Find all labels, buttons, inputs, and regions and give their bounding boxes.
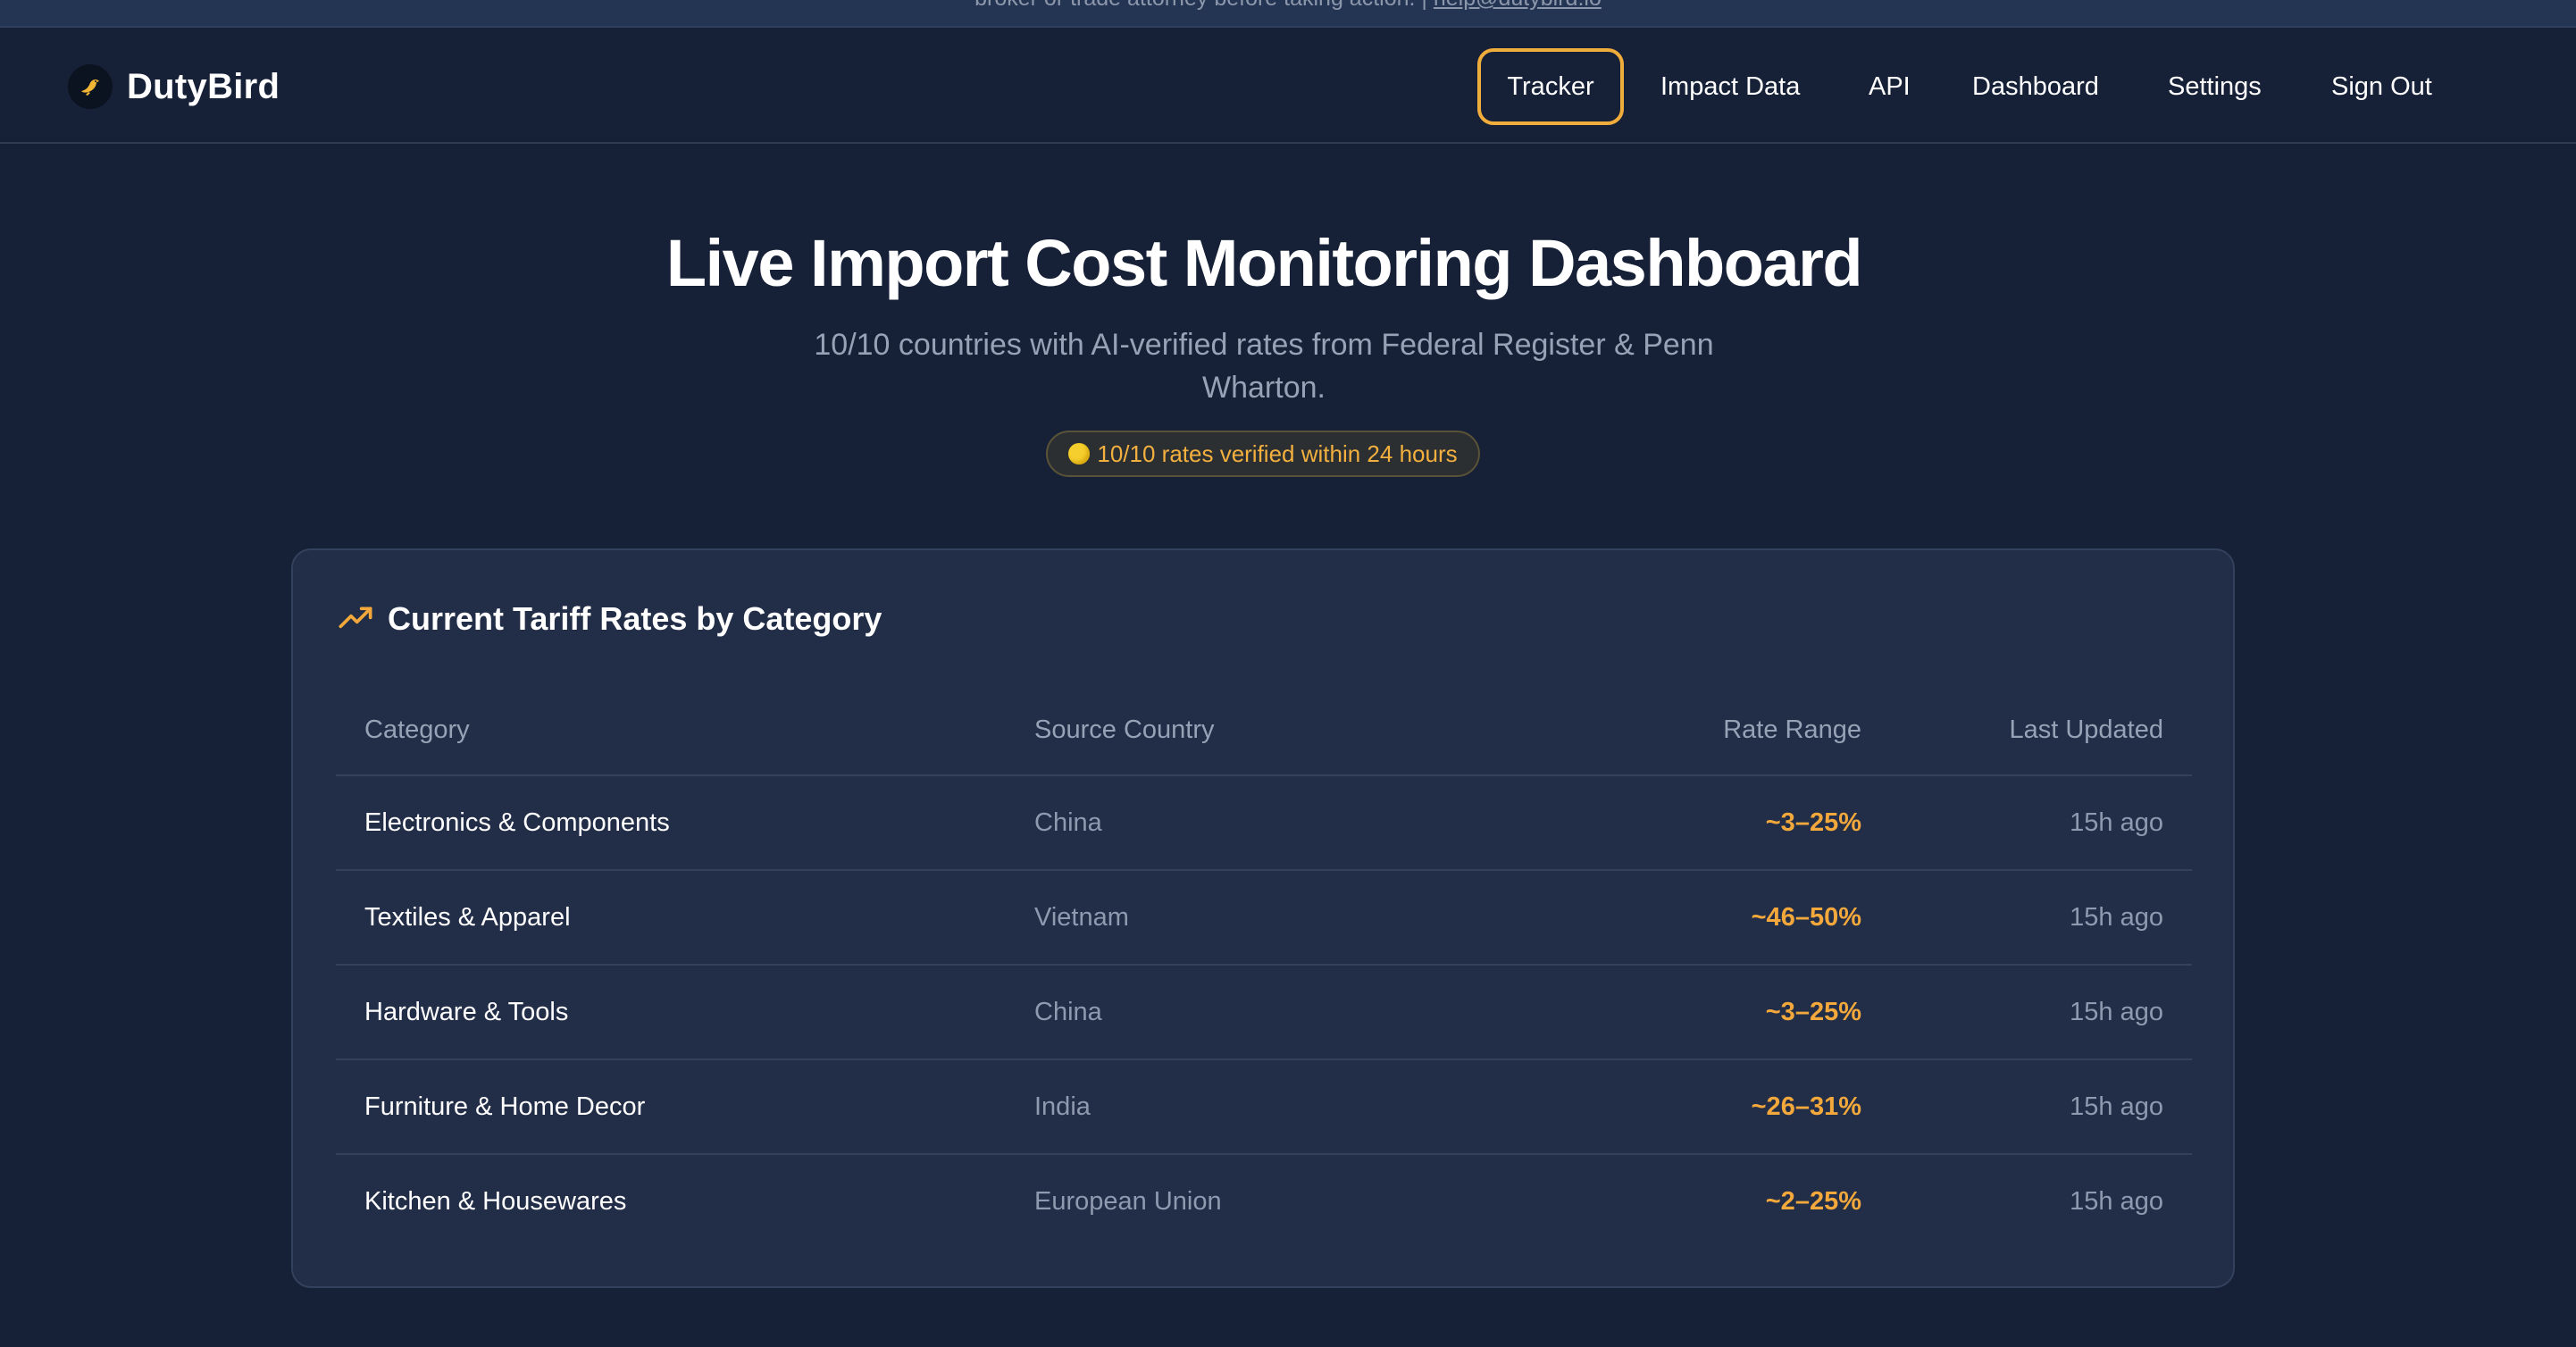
table-header-row: Category Source Country Rate Range Last … — [336, 686, 2192, 776]
yellow-circle-icon — [1068, 443, 1091, 464]
tariff-rates-card: Current Tariff Rates by Category Categor… — [291, 548, 2235, 1288]
bird-icon — [68, 64, 113, 109]
updated-cell: 15h ago — [1861, 1059, 2192, 1155]
announcement-bar: broker or trade attorney before taking a… — [0, 0, 2576, 28]
card-title: Current Tariff Rates by Category — [388, 600, 882, 637]
nav-dashboard[interactable]: Dashboard — [1972, 71, 2099, 101]
column-header-source-country[interactable]: Source Country — [1034, 686, 1570, 776]
table-row[interactable]: Textiles & Apparel Vietnam ~46–50% 15h a… — [336, 870, 2192, 966]
table-row[interactable]: Hardware & Tools China ~3–25% 15h ago — [336, 965, 2192, 1060]
country-cell: China — [1034, 965, 1570, 1060]
rate-cell: ~3–25% — [1570, 965, 1861, 1060]
rate-cell: ~46–50% — [1570, 870, 1861, 966]
verification-badge-text: 10/10 rates verified within 24 hours — [1097, 439, 1458, 467]
updated-cell: 15h ago — [1861, 965, 2192, 1060]
category-cell: Kitchen & Housewares — [364, 1187, 627, 1216]
category-cell: Furniture & Home Decor — [336, 1059, 1034, 1155]
nav-sign-out[interactable]: Sign Out — [2331, 71, 2432, 101]
category-cell: Hardware & Tools — [336, 965, 1034, 1060]
country-cell: India — [1034, 1059, 1570, 1155]
updated-cell: 15h ago — [1861, 870, 2192, 966]
brand-name: DutyBird — [127, 66, 280, 106]
brand[interactable]: DutyBird — [68, 63, 280, 111]
table-row[interactable]: Electronics & Components China ~3–25% 15… — [336, 775, 2192, 871]
verification-badge: 10/10 rates verified within 24 hours — [1046, 431, 1480, 477]
table-row[interactable]: Furniture & Home Decor India ~26–31% 15h… — [336, 1059, 2192, 1155]
announcement-text: broker or trade attorney before taking a… — [0, 0, 2576, 12]
rate-cell: ~26–31% — [1570, 1059, 1861, 1155]
support-email-link[interactable]: help@dutybird.io — [1434, 0, 1602, 11]
rate-cell: ~2–25% — [1765, 1187, 1861, 1216]
column-header-category[interactable]: Category — [336, 686, 1034, 776]
rate-cell: ~3–25% — [1570, 775, 1861, 871]
announcement-message: broker or trade attorney before taking a… — [974, 0, 1434, 11]
table-row[interactable]: Kitchen & Housewares European Union ~2–2… — [336, 1154, 2192, 1249]
country-cell: Vietnam — [1034, 870, 1570, 966]
card-header: Current Tariff Rates by Category — [338, 600, 882, 638]
nav-tracker[interactable]: Tracker — [1477, 48, 1624, 125]
column-header-last-updated[interactable]: Last Updated — [1861, 686, 2192, 776]
navbar: DutyBird Tracker Impact Data API Dashboa… — [0, 28, 2576, 144]
updated-cell: 15h ago — [1861, 775, 2192, 871]
updated-cell: 15h ago — [2070, 1187, 2163, 1216]
page-title: Live Import Cost Monitoring Dashboard — [665, 226, 1863, 300]
category-cell: Electronics & Components — [336, 775, 1034, 871]
category-cell: Textiles & Apparel — [336, 870, 1034, 966]
column-header-rate-range[interactable]: Rate Range — [1570, 686, 1861, 776]
country-cell: China — [1034, 775, 1570, 871]
nav-api[interactable]: API — [1869, 71, 1911, 101]
nav-impact-data[interactable]: Impact Data — [1660, 71, 1801, 101]
tariff-table: Category Source Country Rate Range Last … — [336, 686, 2192, 1249]
trending-up-icon — [339, 607, 372, 629]
page-subtitle: 10/10 countries with AI-verified rates f… — [814, 328, 1714, 405]
country-cell: European Union — [1034, 1187, 1222, 1216]
nav-settings[interactable]: Settings — [2168, 71, 2262, 101]
